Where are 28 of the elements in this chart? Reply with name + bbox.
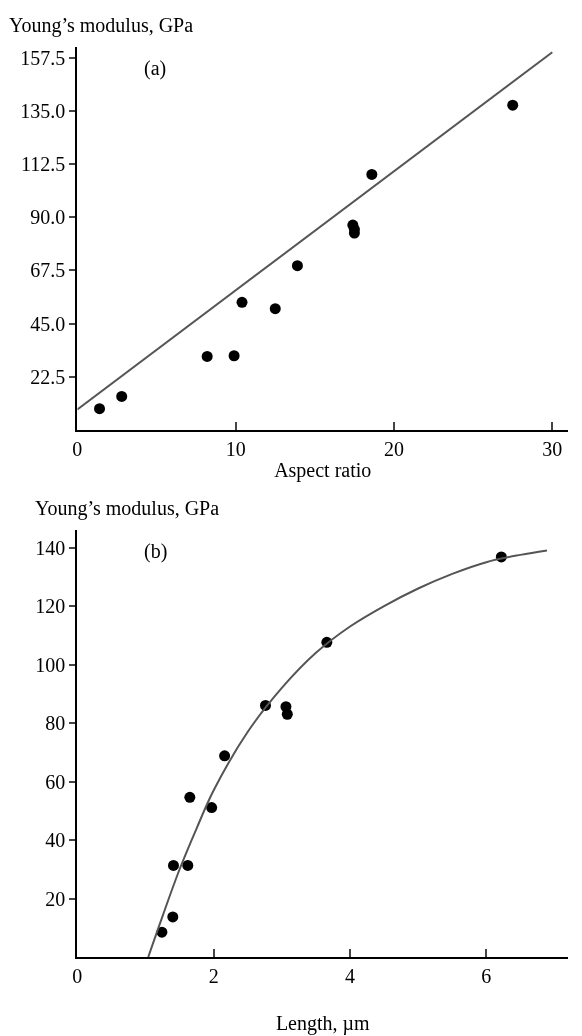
y-tick-label: 140 [35, 536, 66, 559]
x-tick-label: 30 [542, 438, 563, 460]
x-tick-label: 4 [345, 965, 356, 987]
y-tick-label: 112.5 [21, 153, 66, 176]
y-tick-label: 120 [35, 595, 66, 618]
y-tick-label: 100 [35, 653, 66, 676]
y-tick-label: 90.0 [30, 206, 66, 229]
y-axis-title: Young’s modulus, GPa [35, 497, 220, 520]
annotation: (b) [144, 540, 168, 563]
x-tick-label: 2 [208, 965, 219, 987]
y-tick-label: 135.0 [20, 99, 66, 122]
y-tick-label: 80 [45, 712, 66, 735]
y-tick-label: 20 [45, 887, 66, 910]
x-tick-label: 0 [72, 438, 83, 460]
x-tick-label: 6 [481, 965, 492, 987]
x-tick-label: 20 [383, 438, 404, 460]
y-tick-label: 45.0 [30, 312, 66, 335]
annotation: (a) [144, 57, 167, 80]
y-tick-label: 40 [45, 829, 66, 852]
y-tick-label: 60 [45, 770, 66, 793]
x-tick-label: 0 [72, 965, 83, 987]
y-tick-label: 157.5 [20, 46, 66, 69]
x-axis-title: Aspect ratio [274, 459, 372, 482]
x-axis-title: Length, µm [275, 1012, 371, 1035]
x-tick-label: 10 [225, 438, 246, 460]
y-tick-label: 22.5 [30, 365, 66, 388]
y-tick-label: 67.5 [30, 259, 66, 282]
y-axis-title: Young’s modulus, GPa [9, 14, 194, 37]
